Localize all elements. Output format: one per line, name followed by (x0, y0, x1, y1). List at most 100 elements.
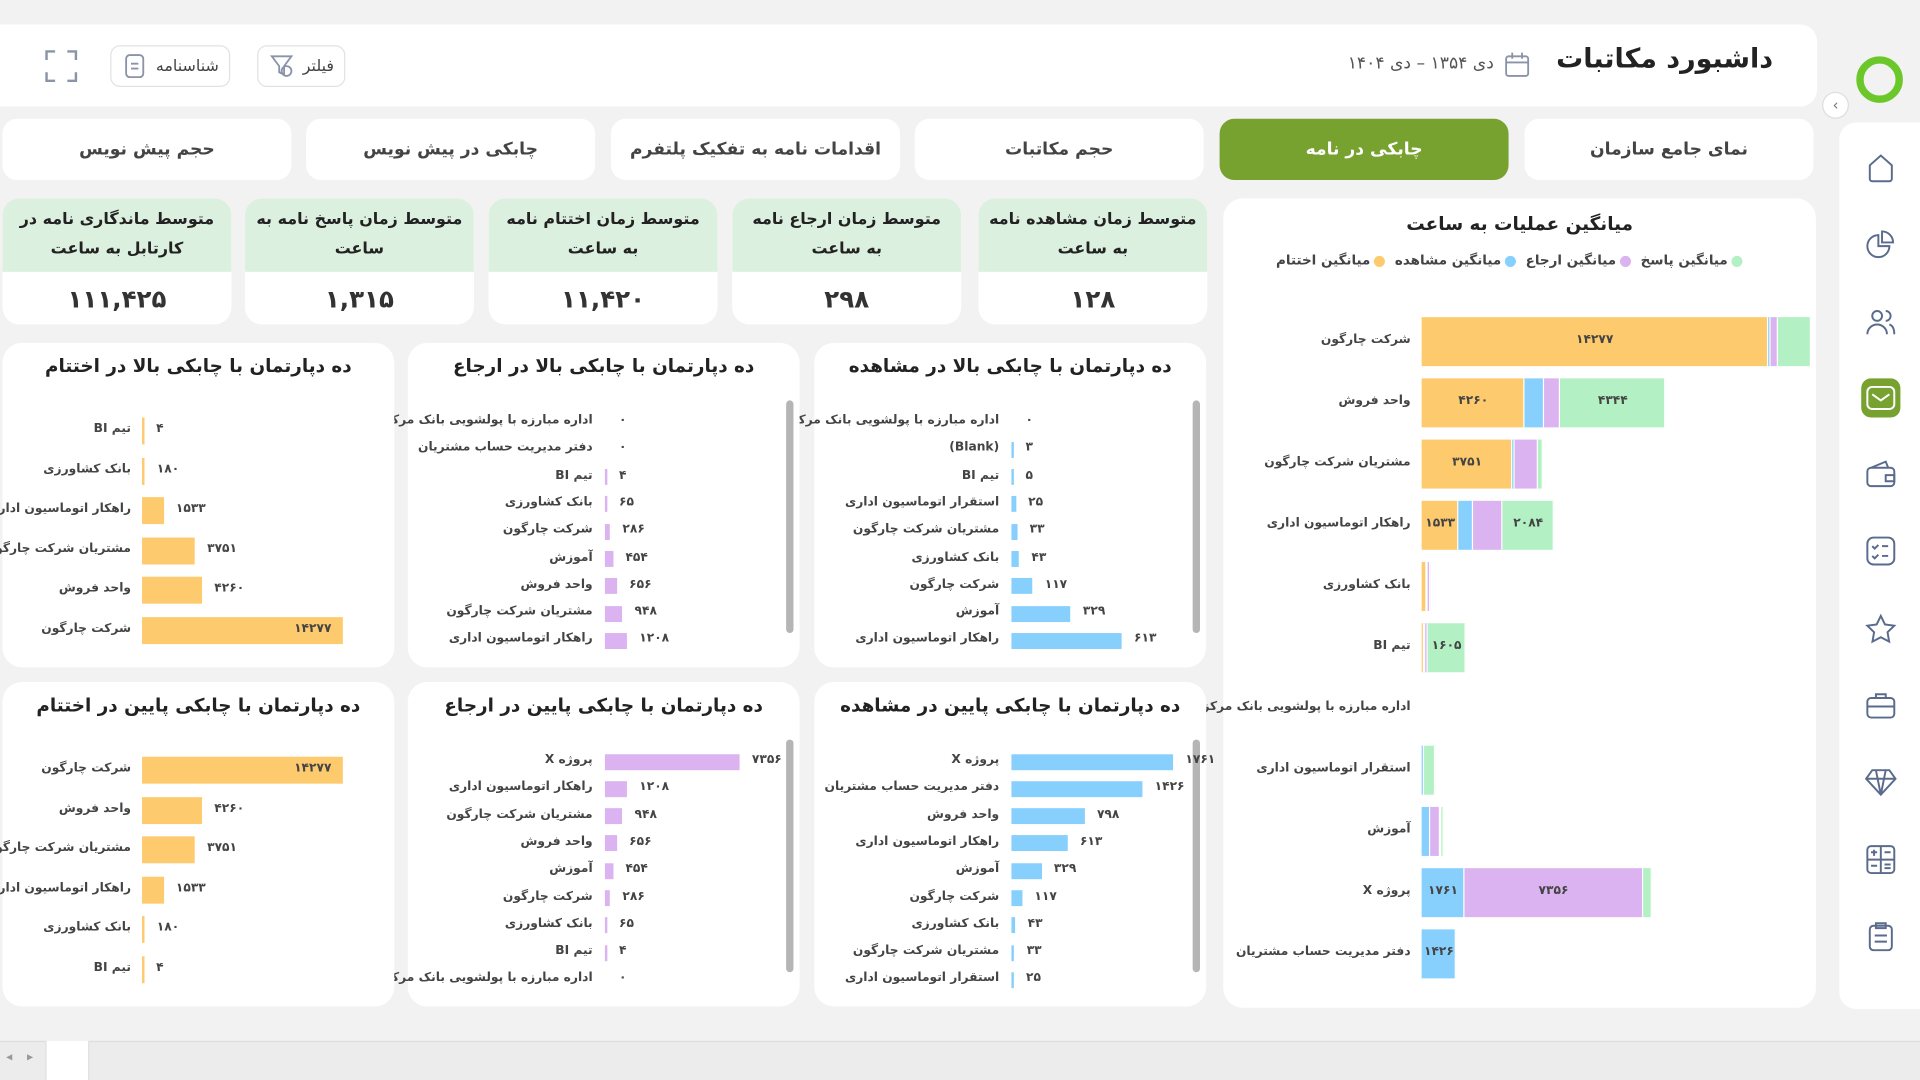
stacked-bar-segment[interactable] (1425, 623, 1428, 673)
bar[interactable] (604, 496, 607, 513)
bar[interactable] (604, 523, 611, 540)
stacked-bar-segment[interactable] (1642, 868, 1653, 918)
bar[interactable] (604, 632, 628, 649)
stacked-bar-segment[interactable] (1440, 806, 1444, 856)
stacked-bar-segment[interactable] (1427, 623, 1467, 673)
legend-item[interactable]: میانگین پاسخ (1641, 252, 1743, 268)
fullscreen-icon[interactable] (44, 49, 78, 88)
bar[interactable] (604, 469, 607, 486)
stacked-bar-segment[interactable] (1421, 806, 1430, 856)
star-icon[interactable] (1861, 610, 1900, 649)
stacked-bar-segment[interactable] (1425, 562, 1428, 612)
tab-2[interactable]: حجم مکاتبات (914, 118, 1204, 181)
bar[interactable] (1011, 441, 1014, 458)
stacked-bar-segment[interactable] (1464, 868, 1643, 918)
calendar-icon[interactable] (1504, 51, 1531, 83)
stacked-bar-segment[interactable] (1423, 623, 1426, 673)
briefcase-icon[interactable] (1861, 686, 1900, 725)
bar[interactable] (142, 617, 344, 645)
stacked-bar-segment[interactable] (1421, 868, 1465, 918)
bar[interactable] (1011, 605, 1071, 622)
bar[interactable] (142, 796, 203, 824)
legend-item[interactable]: میانگین ارجاع (1526, 252, 1631, 268)
tab-4[interactable]: چابکی در پیش نویس (306, 118, 596, 181)
stacked-bar-segment[interactable] (1421, 500, 1459, 550)
bar[interactable] (1011, 523, 1018, 540)
tab-1[interactable]: چابکی در نامه (1219, 118, 1509, 181)
scrollbar[interactable] (1192, 739, 1201, 973)
bar[interactable] (604, 780, 628, 797)
bar[interactable] (604, 808, 623, 825)
bar[interactable] (1011, 917, 1016, 934)
bar[interactable] (1011, 632, 1122, 649)
bar[interactable] (604, 835, 617, 852)
legend-item[interactable]: میانگین اختتام (1276, 252, 1386, 268)
bar[interactable] (142, 577, 203, 605)
bar[interactable] (1011, 753, 1174, 770)
calculator-icon[interactable] (1861, 840, 1900, 879)
bar[interactable] (1011, 780, 1143, 797)
bar[interactable] (142, 457, 145, 485)
stacked-bar-segment[interactable] (1421, 623, 1424, 673)
stacked-bar-segment[interactable] (1512, 439, 1515, 489)
stacked-bar-segment[interactable] (1429, 806, 1441, 856)
bar[interactable] (142, 956, 144, 984)
tab-3[interactable]: اقدامات نامه به تفکیک پلتفرم (611, 118, 901, 181)
checklist-icon[interactable] (1861, 531, 1900, 570)
prev-page-arrow-icon[interactable]: ◂ (6, 1050, 13, 1065)
bar[interactable] (1011, 890, 1023, 907)
bar[interactable] (1011, 551, 1020, 567)
stacked-bar-segment[interactable] (1537, 439, 1544, 489)
bar[interactable] (1011, 944, 1015, 961)
stacked-bar-segment[interactable] (1514, 439, 1538, 489)
bar[interactable] (1011, 496, 1016, 513)
scrollbar[interactable] (786, 400, 794, 634)
stacked-bar-segment[interactable] (1502, 500, 1554, 550)
bar[interactable] (1011, 469, 1014, 486)
stacked-bar-segment[interactable] (1458, 500, 1474, 550)
bar[interactable] (1011, 835, 1068, 852)
bar[interactable] (604, 578, 617, 595)
stacked-bar-segment[interactable] (1560, 378, 1666, 428)
diamond-icon[interactable] (1861, 762, 1900, 801)
stacked-bar-segment[interactable] (1421, 562, 1426, 612)
bar[interactable] (142, 537, 195, 565)
bar[interactable] (604, 551, 614, 567)
bar[interactable] (1011, 578, 1033, 595)
legend-item[interactable]: میانگین مشاهده (1395, 252, 1516, 268)
collapse-sidebar-button[interactable]: ‹ (1822, 91, 1849, 119)
stacked-bar-segment[interactable] (1421, 929, 1457, 979)
stacked-bar-segment[interactable] (1423, 745, 1436, 795)
tab-5[interactable]: حجم پیش نویس (2, 118, 292, 181)
stacked-bar-segment[interactable] (1544, 378, 1561, 428)
stacked-bar-segment[interactable] (1421, 439, 1513, 489)
stacked-bar-segment[interactable] (1473, 500, 1503, 550)
tab-0[interactable]: نمای جامع سازمان (1524, 118, 1814, 181)
stacked-bar-segment[interactable] (1421, 378, 1525, 428)
stacked-bar-segment[interactable] (1524, 378, 1545, 428)
date-range[interactable]: دی ۱۳۵۴ – دی ۱۴۰۴ (1347, 53, 1494, 74)
bar[interactable] (604, 753, 740, 770)
bar[interactable] (142, 756, 344, 784)
stacked-bar-segment[interactable] (1770, 317, 1778, 367)
page-tab[interactable] (45, 1040, 90, 1080)
bar[interactable] (142, 497, 164, 525)
next-page-arrow-icon[interactable]: ▸ (26, 1050, 34, 1065)
users-icon[interactable] (1861, 302, 1900, 341)
bar[interactable] (142, 876, 164, 904)
stacked-bar-segment[interactable] (1421, 745, 1424, 795)
bar[interactable] (1011, 972, 1014, 989)
bar[interactable] (604, 605, 623, 622)
bar[interactable] (1011, 808, 1085, 825)
stacked-bar-segment[interactable] (1767, 317, 1771, 367)
bar[interactable] (142, 916, 145, 944)
bar[interactable] (604, 890, 611, 907)
scrollbar[interactable] (786, 739, 794, 973)
bar[interactable] (604, 944, 607, 961)
stacked-bar-segment[interactable] (1421, 317, 1768, 367)
stacked-bar-segment[interactable] (1427, 562, 1430, 612)
wallet-icon[interactable] (1861, 456, 1900, 495)
bar[interactable] (604, 862, 614, 879)
clipboard-icon[interactable] (1861, 917, 1900, 956)
home-icon[interactable] (1861, 148, 1900, 187)
